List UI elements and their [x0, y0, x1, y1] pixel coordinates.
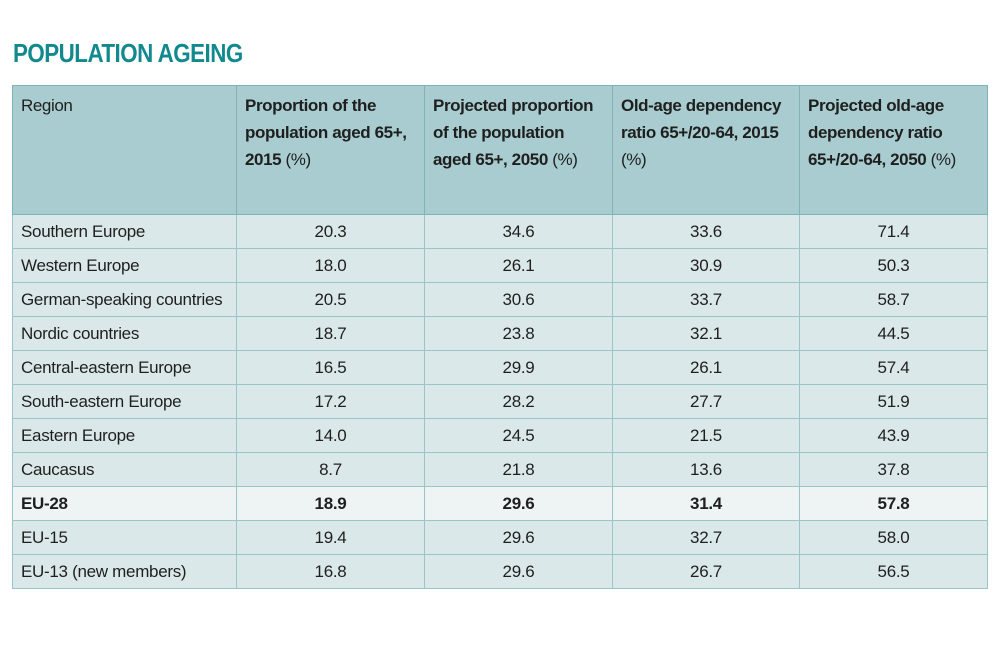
value-cell: 33.6 [612, 214, 800, 249]
header-label: Proportion of the population aged 65+, 2… [245, 96, 407, 169]
region-cell: Western Europe [12, 248, 237, 283]
value-cell: 19.4 [236, 520, 425, 555]
table-row: Caucasus 8.7 21.8 13.6 37.8 [12, 452, 988, 487]
column-header-region: Region [12, 85, 237, 215]
table-row: South-eastern Europe 17.2 28.2 27.7 51.9 [12, 384, 988, 419]
value-cell: 16.5 [236, 350, 425, 385]
column-header-dependency-2050: Projected old-age dependency ratio 65+/2… [799, 85, 988, 215]
column-header-share-65-2015: Proportion of the population aged 65+, 2… [236, 85, 425, 215]
table-row: EU-28 18.9 29.6 31.4 57.8 [12, 486, 988, 521]
value-cell: 20.5 [236, 282, 425, 317]
value-cell: 17.2 [236, 384, 425, 419]
region-cell: Caucasus [12, 452, 237, 487]
table-row: Nordic countries 18.7 23.8 32.1 44.5 [12, 316, 988, 351]
value-cell: 58.0 [799, 520, 988, 555]
value-cell: 32.7 [612, 520, 800, 555]
value-cell: 44.5 [799, 316, 988, 351]
table-row: German-speaking countries 20.5 30.6 33.7 58.… [12, 282, 988, 317]
value-cell: 30.9 [612, 248, 800, 283]
table-body: Southern Europe 20.3 34.6 33.6 71.4 Western E… [12, 214, 988, 589]
value-cell: 57.8 [799, 486, 988, 521]
value-cell: 29.6 [424, 486, 613, 521]
header-row: Region Proportion of the population aged… [12, 85, 988, 215]
value-cell: 24.5 [424, 418, 613, 453]
header-unit: (%) [621, 150, 647, 169]
value-cell: 26.1 [424, 248, 613, 283]
header-label: Region [21, 96, 73, 115]
table-row: Central-eastern Europe 16.5 29.9 26.1 57.4 [12, 350, 988, 385]
column-header-share-65-2050: Projected proportion of the population a… [424, 85, 613, 215]
value-cell: 32.1 [612, 316, 800, 351]
value-cell: 23.8 [424, 316, 613, 351]
header-unit: (%) [547, 150, 578, 169]
region-cell: Eastern Europe [12, 418, 237, 453]
value-cell: 50.3 [799, 248, 988, 283]
value-cell: 13.6 [612, 452, 800, 487]
value-cell: 34.6 [424, 214, 613, 249]
value-cell: 28.2 [424, 384, 613, 419]
value-cell: 31.4 [612, 486, 800, 521]
region-cell: South-eastern Europe [12, 384, 237, 419]
region-cell: EU-15 [12, 520, 237, 555]
table-row: EU-13 (new members) 16.8 29.6 26.7 56.5 [12, 554, 988, 589]
value-cell: 29.6 [424, 520, 613, 555]
value-cell: 16.8 [236, 554, 425, 589]
table-row: Southern Europe 20.3 34.6 33.6 71.4 [12, 214, 988, 249]
value-cell: 56.5 [799, 554, 988, 589]
region-cell: EU-13 (new members) [12, 554, 237, 589]
value-cell: 71.4 [799, 214, 988, 249]
value-cell: 27.7 [612, 384, 800, 419]
value-cell: 18.0 [236, 248, 425, 283]
value-cell: 8.7 [236, 452, 425, 487]
value-cell: 58.7 [799, 282, 988, 317]
value-cell: 29.9 [424, 350, 613, 385]
value-cell: 33.7 [612, 282, 800, 317]
value-cell: 57.4 [799, 350, 988, 385]
value-cell: 26.7 [612, 554, 800, 589]
header-unit: (%) [926, 150, 957, 169]
value-cell: 18.9 [236, 486, 425, 521]
region-cell: Central-eastern Europe [12, 350, 237, 385]
region-cell: German-speaking countries [12, 282, 237, 317]
header-unit: (%) [281, 150, 312, 169]
table-row: EU-15 19.4 29.6 32.7 58.0 [12, 520, 988, 555]
value-cell: 20.3 [236, 214, 425, 249]
value-cell: 18.7 [236, 316, 425, 351]
header-label: Old-age dependency ratio 65+/20-64, 2015 [621, 96, 782, 142]
value-cell: 37.8 [799, 452, 988, 487]
column-header-dependency-2015: Old-age dependency ratio 65+/20-64, 2015… [612, 85, 800, 215]
value-cell: 29.6 [424, 554, 613, 589]
value-cell: 21.8 [424, 452, 613, 487]
value-cell: 30.6 [424, 282, 613, 317]
region-cell: Southern Europe [12, 214, 237, 249]
header-label: Projected proportion of the population a… [433, 96, 594, 169]
region-cell: EU-28 [12, 486, 237, 521]
table-row: Eastern Europe 14.0 24.5 21.5 43.9 [12, 418, 988, 453]
table-row: Western Europe 18.0 26.1 30.9 50.3 [12, 248, 988, 283]
value-cell: 14.0 [236, 418, 425, 453]
page-title: POPULATION AGEING [13, 38, 243, 68]
header-label: Projected old-age dependency ratio 65+/2… [808, 96, 944, 169]
value-cell: 26.1 [612, 350, 800, 385]
value-cell: 51.9 [799, 384, 988, 419]
value-cell: 21.5 [612, 418, 800, 453]
value-cell: 43.9 [799, 418, 988, 453]
population-ageing-table: Region Proportion of the population aged… [12, 85, 988, 589]
region-cell: Nordic countries [12, 316, 237, 351]
